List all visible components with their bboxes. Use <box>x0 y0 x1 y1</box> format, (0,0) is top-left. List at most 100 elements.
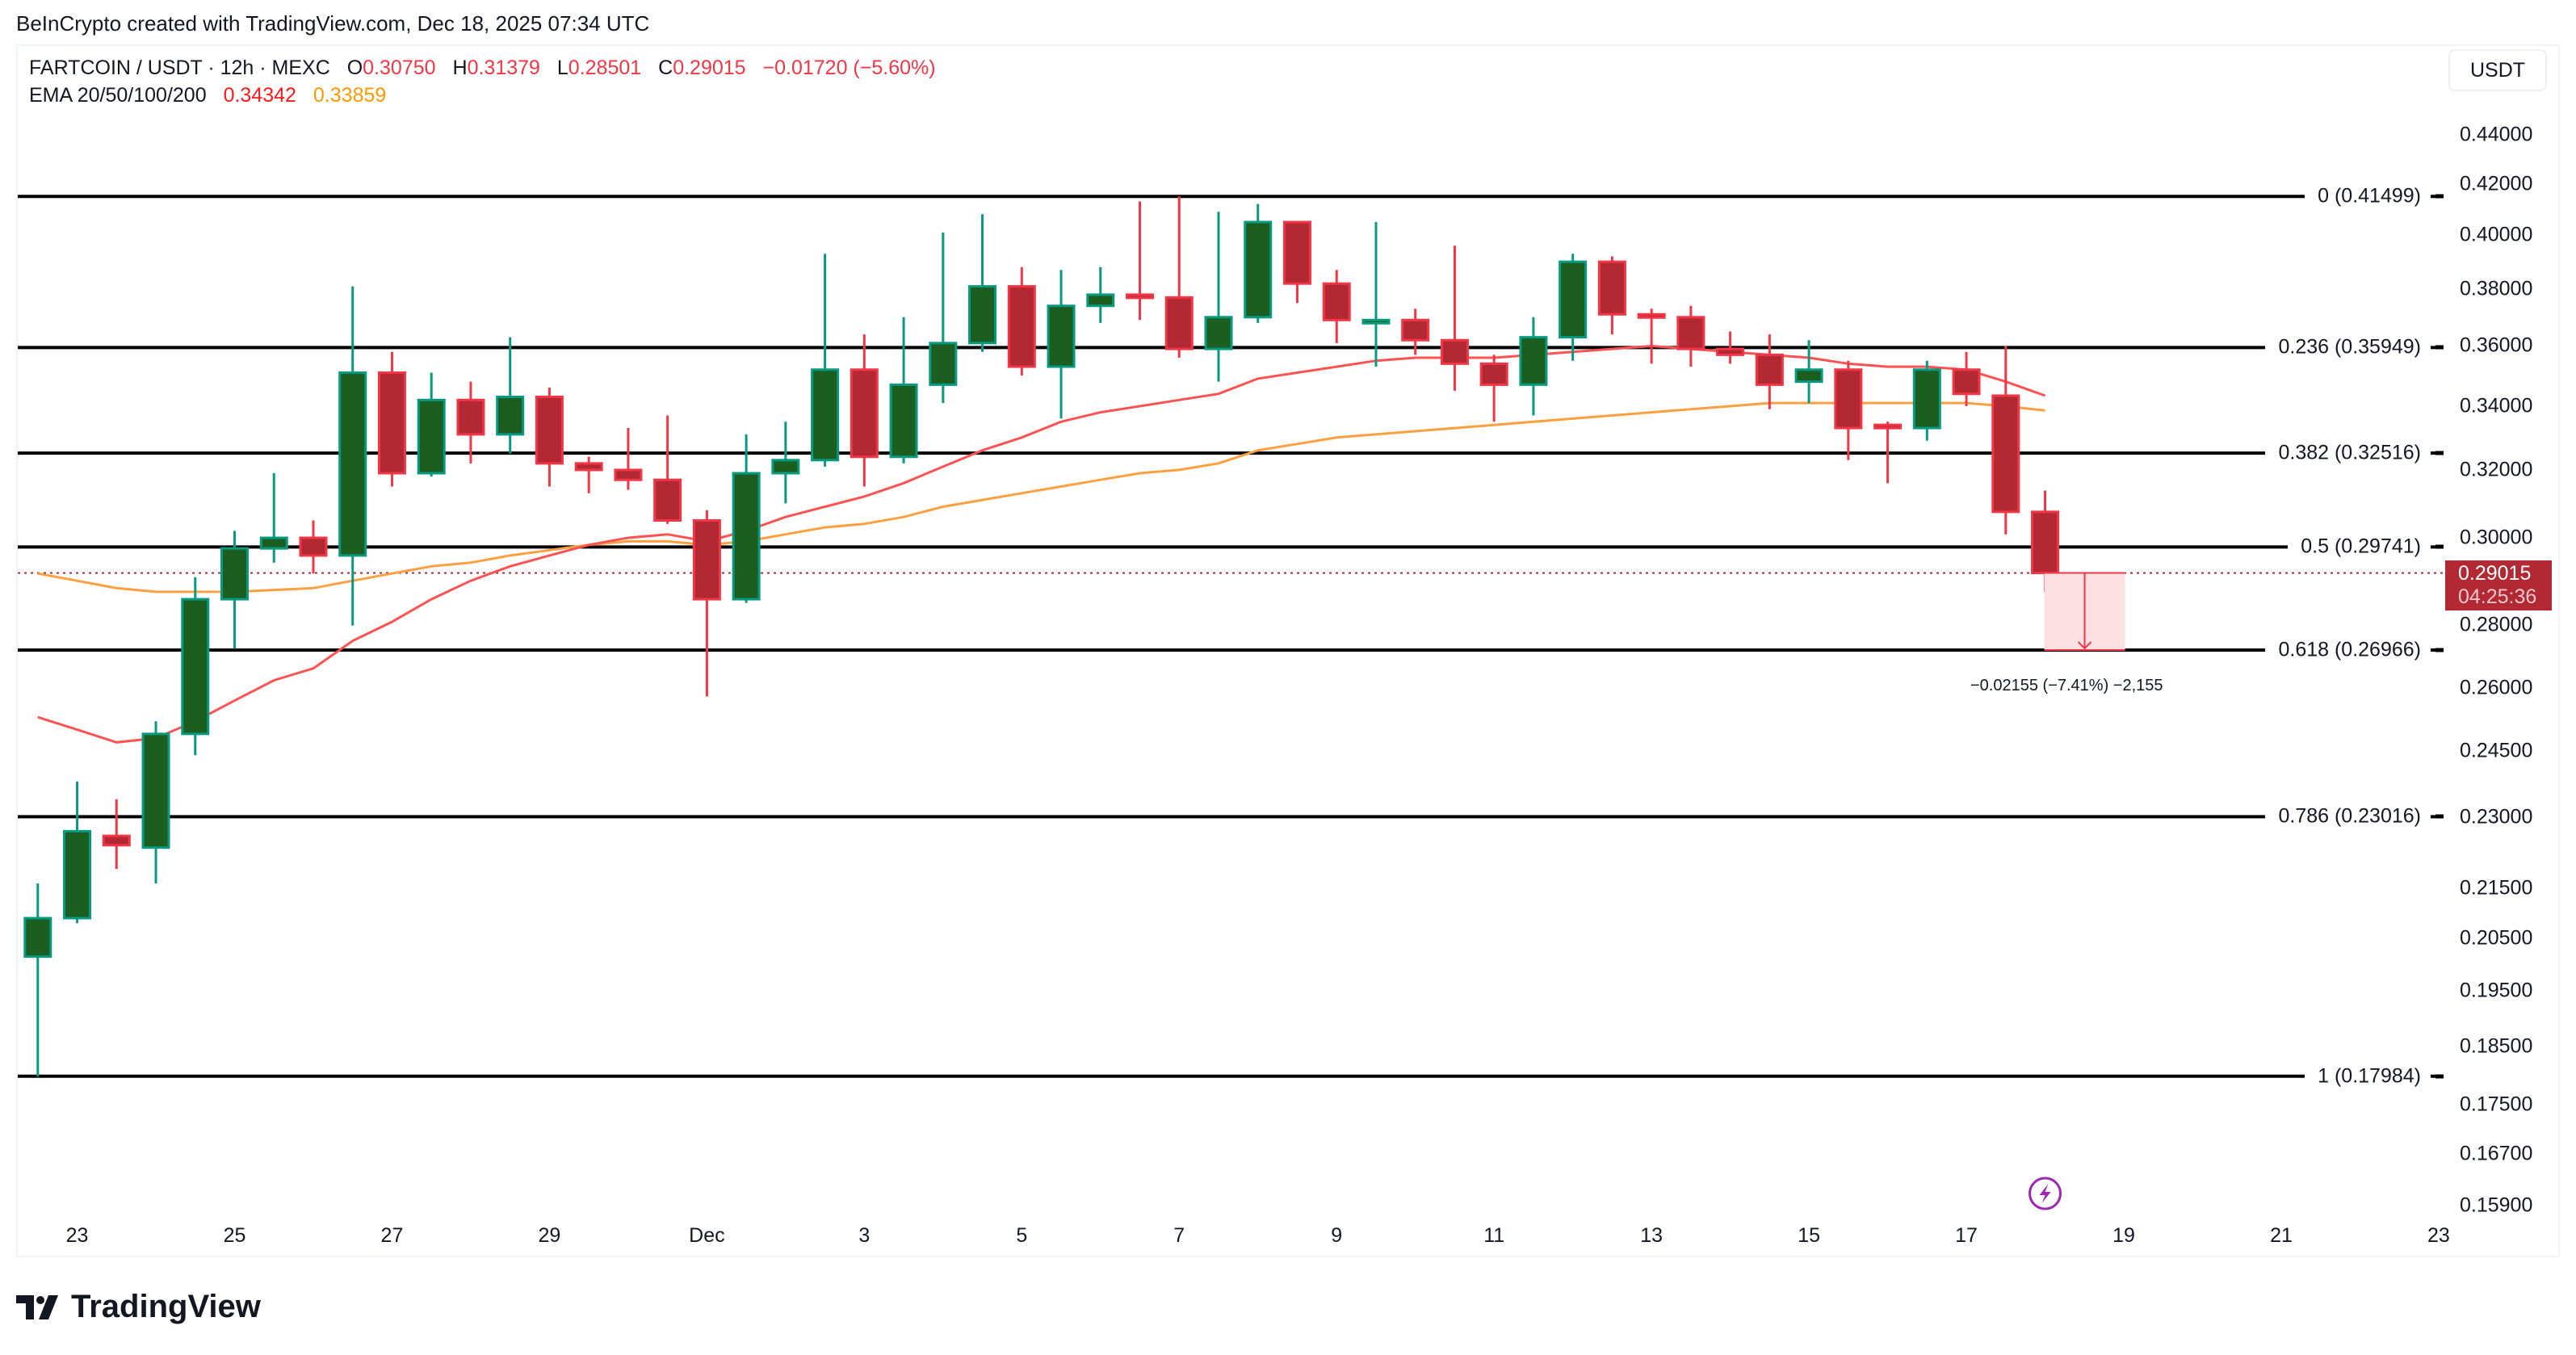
bearish-candle <box>1637 313 1666 319</box>
time-tick-label: 19 <box>2112 1224 2135 1247</box>
time-tick-label: 9 <box>1331 1224 1343 1247</box>
bearish-candle <box>1597 260 1626 316</box>
time-tick-label: 21 <box>2270 1224 2293 1247</box>
bullish-candle <box>1559 260 1588 339</box>
bullish-candle <box>889 383 918 459</box>
bullish-candle <box>929 342 958 386</box>
bearish-candle <box>1716 347 1745 356</box>
time-tick-label: 5 <box>1016 1224 1028 1247</box>
open-value: 0.30750 <box>363 57 436 79</box>
time-tick-label: Dec <box>689 1224 725 1247</box>
current-price-value: 0.29015 <box>2458 562 2532 585</box>
time-tick-label: 7 <box>1173 1224 1185 1247</box>
bearish-candle <box>535 396 564 465</box>
fib-level-tick <box>2435 544 2444 549</box>
bullish-candle <box>181 598 210 736</box>
price-tick-label: 0.21500 <box>2460 876 2533 900</box>
ema20-line <box>37 344 2046 744</box>
tradingview-logo-icon <box>16 1294 58 1319</box>
low-value: 0.28501 <box>568 57 642 79</box>
bullish-candle <box>1912 368 1941 430</box>
bullish-candle <box>732 472 761 601</box>
price-tick-label: 0.44000 <box>2460 123 2533 146</box>
chart-panel[interactable] <box>16 44 2560 1257</box>
bearish-candle <box>1952 368 1981 396</box>
bullish-candle <box>141 732 170 849</box>
open-label: O <box>346 57 363 79</box>
fib-level-tick <box>2435 814 2444 819</box>
bearish-candle <box>1440 338 1469 365</box>
bearish-candle <box>1401 318 1430 342</box>
high-label: H <box>452 57 468 79</box>
bearish-candle <box>456 398 485 436</box>
ema-title[interactable]: EMA 20/50/100/200 <box>29 84 207 107</box>
price-tick-label: 0.30000 <box>2460 526 2533 549</box>
fib-level-tick <box>2435 194 2444 199</box>
low-label: L <box>556 57 568 79</box>
bullish-candle <box>1244 220 1273 319</box>
fib-level-label: 0.618 (0.26966) <box>2265 638 2431 662</box>
fib-level-tick <box>2435 1074 2444 1079</box>
time-tick-label: 29 <box>538 1224 561 1247</box>
fib-level-label: 0.5 (0.29741) <box>2288 535 2431 559</box>
measure-arrow-head <box>2077 641 2092 650</box>
close-label: C <box>658 57 673 79</box>
price-tick-label: 0.20500 <box>2460 926 2533 950</box>
bullish-candle <box>771 459 800 475</box>
currency-button[interactable]: USDT <box>2448 49 2547 91</box>
fib-level-label: 0.786 (0.23016) <box>2265 804 2431 829</box>
time-tick-label: 27 <box>380 1224 404 1247</box>
current-price-label: 0.29015 04:25:36 <box>2445 560 2552 610</box>
tradingview-logo[interactable]: TradingView <box>16 1289 261 1325</box>
bearish-candle <box>1676 316 1705 350</box>
price-tick-label: 0.36000 <box>2460 334 2533 357</box>
bearish-candle <box>692 519 721 601</box>
bullish-candle <box>1204 316 1233 350</box>
fib-level-label: 0.382 (0.32516) <box>2265 441 2431 465</box>
fib-level-tick <box>2435 451 2444 455</box>
price-tick-label: 0.32000 <box>2460 458 2533 481</box>
bearish-candle <box>299 536 328 557</box>
price-tick-label: 0.17500 <box>2460 1093 2533 1116</box>
bearish-candle <box>653 478 682 522</box>
bullish-candle <box>220 547 249 601</box>
bullish-candle <box>63 829 92 920</box>
fib-level-label: 1 (0.17984) <box>2305 1064 2431 1089</box>
bullish-candle <box>417 398 446 475</box>
symbol-title[interactable]: FARTCOIN / USDT · 12h · MEXC <box>29 57 330 79</box>
bullish-candle <box>1047 304 1076 368</box>
time-tick-label: 13 <box>1640 1224 1663 1247</box>
measure-label: −0.02155 (−7.41%) −2,155 <box>1970 677 2163 694</box>
bearish-candle <box>102 834 131 847</box>
price-tick-label: 0.15900 <box>2460 1193 2533 1217</box>
bullish-candle <box>811 368 840 462</box>
bullish-candle <box>1519 336 1548 386</box>
fib-level-tick <box>2435 648 2444 652</box>
bullish-candle <box>23 917 52 959</box>
price-tick-label: 0.23000 <box>2460 805 2533 829</box>
bearish-candle <box>1991 394 2020 514</box>
bar-countdown: 04:25:36 <box>2458 585 2537 608</box>
bearish-candle <box>1479 362 1508 386</box>
symbol-legend: FARTCOIN / USDT · 12h · MEXC O0.30750 H 0… <box>29 57 936 80</box>
price-tick-label: 0.16700 <box>2460 1142 2533 1165</box>
time-tick-label: 23 <box>2427 1224 2450 1247</box>
close-value: 0.29015 <box>673 57 746 79</box>
bearish-candle <box>1282 220 1311 285</box>
price-tick-label: 0.26000 <box>2460 676 2533 699</box>
bullish-candle <box>338 371 367 557</box>
time-tick-label: 17 <box>1955 1224 1978 1247</box>
bearish-candle <box>1164 296 1194 350</box>
lightning-bolt-icon <box>2039 1184 2051 1203</box>
fib-level-label: 0 (0.41499) <box>2305 184 2431 208</box>
bearish-candle <box>1322 282 1351 321</box>
bearish-candle <box>1873 423 1903 430</box>
time-tick-label: 25 <box>223 1224 246 1247</box>
price-tick-label: 0.40000 <box>2460 223 2533 246</box>
bearish-candle <box>1834 368 1863 430</box>
chart-credit: BeInCrypto created with TradingView.com,… <box>16 11 650 36</box>
price-tick-label: 0.19500 <box>2460 979 2533 1002</box>
time-tick-label: 15 <box>1798 1224 1820 1247</box>
price-tick-label: 0.38000 <box>2460 277 2533 300</box>
